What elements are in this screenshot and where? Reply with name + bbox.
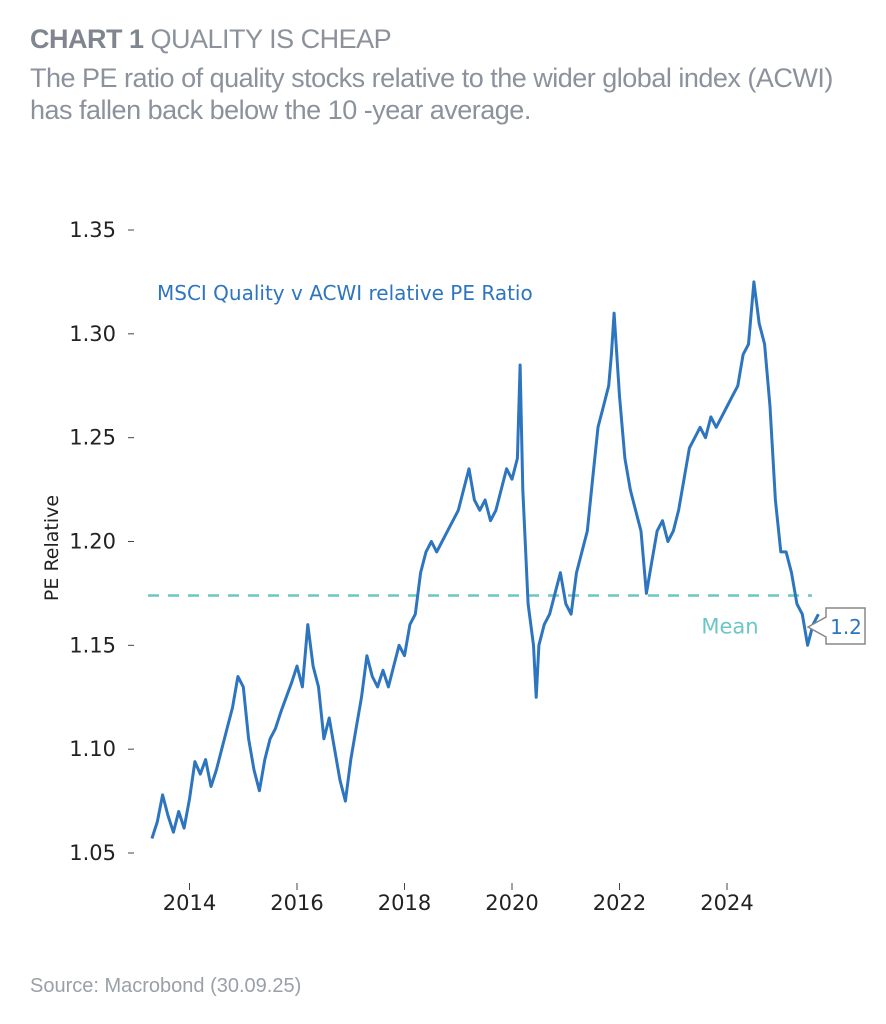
x-tick-label: 2014 <box>163 891 216 915</box>
y-tick-label: 1.35 <box>69 218 116 242</box>
x-axis: 2014 2016 2018 2020 2022 2024 <box>163 883 754 915</box>
x-tick-label: 2022 <box>593 891 646 915</box>
y-tick-label: 1.15 <box>69 633 116 657</box>
x-tick-label: 2020 <box>485 891 538 915</box>
last-value-callout: 1.2 <box>806 607 866 645</box>
x-tick-label: 2024 <box>700 891 753 915</box>
y-tick-label: 1.20 <box>69 530 116 554</box>
y-tick-label: 1.30 <box>69 322 116 346</box>
callout-value: 1.2 <box>830 615 862 639</box>
x-tick-label: 2018 <box>378 891 431 915</box>
x-tick-label: 2016 <box>270 891 323 915</box>
series-line <box>150 280 820 839</box>
y-tick-label: 1.05 <box>69 841 116 865</box>
y-axis-label: PE Relative <box>41 495 63 601</box>
chart-title: CHART 1 QUALITY IS CHEAP <box>30 24 392 55</box>
y-axis: 1.05 1.10 1.15 1.20 1.25 1.30 1.35 <box>69 218 134 865</box>
series-label: MSCI Quality v ACWI relative PE Ratio <box>157 281 533 305</box>
y-tick-label: 1.25 <box>69 426 116 450</box>
callout-box <box>806 607 866 645</box>
chart-title-text: QUALITY IS CHEAP <box>150 24 392 54</box>
mean-line-group: Mean <box>148 594 812 638</box>
source-note: Source: Macrobond (30.09.25) <box>30 975 302 997</box>
y-tick-label: 1.10 <box>69 737 116 761</box>
chart-subtitle: The PE ratio of quality stocks relative … <box>30 63 833 125</box>
chart-number: CHART 1 <box>30 24 144 54</box>
mean-label: Mean <box>701 614 758 638</box>
